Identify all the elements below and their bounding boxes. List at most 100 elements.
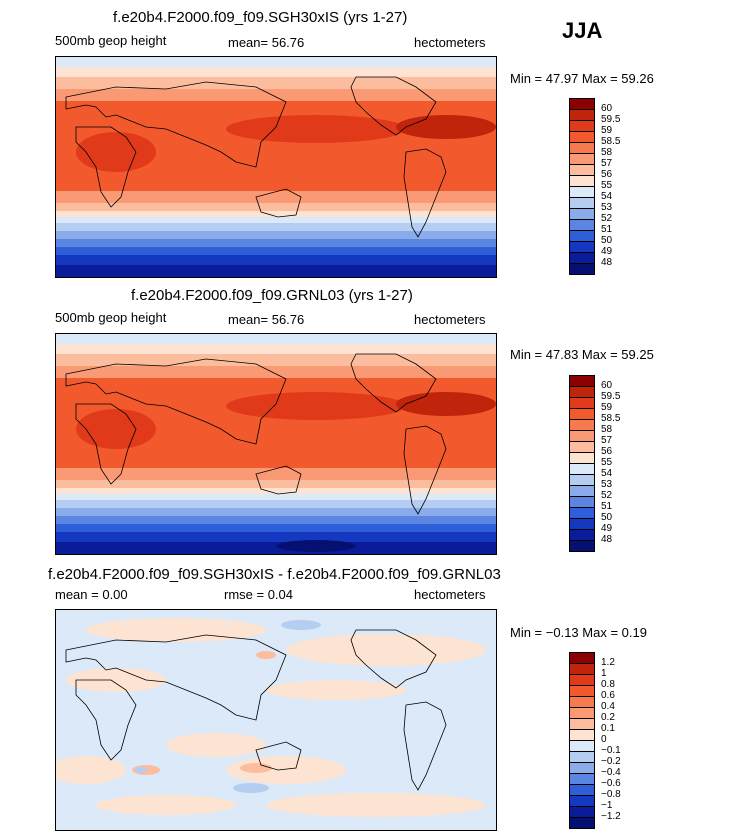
colorbar-label: −0.8 <box>601 789 621 800</box>
colorbar-swatch <box>569 752 595 763</box>
colorbar-label: 58.5 <box>601 136 621 147</box>
colorbar-swatch <box>569 763 595 774</box>
colorbar-swatch <box>569 807 595 818</box>
colorbar-swatch <box>569 796 595 807</box>
colorbar-swatch <box>569 110 595 121</box>
colorbar-swatch <box>569 264 595 275</box>
colorbar-label: 0.6 <box>601 690 615 701</box>
colorbar-label: 57 <box>601 435 613 446</box>
colorbar-swatch <box>569 475 595 486</box>
colorbar-swatch <box>569 697 595 708</box>
panel-1-units-label: hectometers <box>414 35 486 50</box>
colorbar-label: 0 <box>601 734 607 745</box>
colorbar-label: 1.2 <box>601 657 615 668</box>
panel-1-field <box>56 57 496 277</box>
panel-3-colorbar: 1.2 1 0.8 0.6 0.4 0.2 0.1 0 −0.1 −0.2 −0.4 −0.6 −0.8… <box>569 652 621 829</box>
colorbar-label: 48 <box>601 534 613 545</box>
colorbar-label: 60 <box>601 103 613 114</box>
colorbar-label: 53 <box>601 202 613 213</box>
colorbar-label: 53 <box>601 479 613 490</box>
colorbar-label: 49 <box>601 523 613 534</box>
colorbar-swatch <box>569 664 595 675</box>
panel-3-map <box>55 609 497 831</box>
colorbar-swatch <box>569 741 595 752</box>
panel-3-units-label: hectometers <box>414 587 486 602</box>
panel-1-title: f.e20b4.F2000.f09_f09.SGH30xIS (yrs 1-27… <box>113 9 408 26</box>
colorbar-swatch <box>569 154 595 165</box>
colorbar-label: 56 <box>601 446 613 457</box>
colorbar-swatch <box>569 253 595 264</box>
colorbar-swatch <box>569 675 595 686</box>
season-label: JJA <box>562 18 603 43</box>
colorbar-label: 50 <box>601 512 613 523</box>
colorbar-swatch <box>569 508 595 519</box>
colorbar-swatch <box>569 541 595 552</box>
panel-3-mean-label: mean = 0.00 <box>55 587 128 602</box>
colorbar-swatch <box>569 519 595 530</box>
colorbar-swatch <box>569 774 595 785</box>
colorbar-swatch <box>569 652 595 664</box>
colorbar-swatch <box>569 530 595 541</box>
colorbar-label: 56 <box>601 169 613 180</box>
panel-2-mean-label: mean= 56.76 <box>228 312 305 327</box>
colorbar-swatch <box>569 143 595 154</box>
panel-3-min-max: Min = −0.13 Max = 0.19 <box>510 625 647 640</box>
colorbar-label: 52 <box>601 490 613 501</box>
colorbar-swatch <box>569 242 595 253</box>
colorbar-label: 0.1 <box>601 723 615 734</box>
colorbar-label: 48 <box>601 257 613 268</box>
colorbar-swatch <box>569 198 595 209</box>
colorbar-label: −0.6 <box>601 778 621 789</box>
colorbar-label: 50 <box>601 235 613 246</box>
panel-1-map <box>55 56 497 278</box>
colorbar-label: 51 <box>601 224 613 235</box>
panel-2-colorbar: 60 59.5 59 58.5 58 57 56 55 54 53 52 51 50 49 48 <box>569 375 620 552</box>
colorbar-label: −1 <box>601 800 613 811</box>
colorbar-swatch <box>569 464 595 475</box>
colorbar-label: −0.4 <box>601 767 621 778</box>
colorbar-swatch <box>569 785 595 796</box>
panel-1-mean-label: mean= 56.76 <box>228 35 305 50</box>
colorbar-label: 57 <box>601 158 613 169</box>
colorbar-swatch <box>569 409 595 420</box>
colorbar-swatch <box>569 176 595 187</box>
panel-2-title: f.e20b4.F2000.f09_f09.GRNL03 (yrs 1-27) <box>131 287 413 304</box>
colorbar-label: 60 <box>601 380 613 391</box>
colorbar-swatch <box>569 719 595 730</box>
colorbar-label: 59.5 <box>601 114 621 125</box>
colorbar-swatch <box>569 387 595 398</box>
colorbar-label: 58.5 <box>601 413 621 424</box>
colorbar-label: 1 <box>601 668 607 679</box>
panel-2-min-max: Min = 47.83 Max = 59.25 <box>510 347 654 362</box>
panel-1-variable-label: 500mb geop height <box>55 33 167 48</box>
colorbar-label: −0.1 <box>601 745 621 756</box>
colorbar-label: 54 <box>601 191 613 202</box>
colorbar-swatch <box>569 98 595 110</box>
colorbar-swatch <box>569 420 595 431</box>
colorbar-swatch <box>569 730 595 741</box>
colorbar-swatch <box>569 686 595 697</box>
colorbar-label: 49 <box>601 246 613 257</box>
colorbar-swatch <box>569 220 595 231</box>
colorbar-swatch <box>569 442 595 453</box>
colorbar-swatch <box>569 486 595 497</box>
panel-2-map <box>55 333 497 555</box>
colorbar-swatch <box>569 209 595 220</box>
panel-2-variable-label: 500mb geop height <box>55 310 167 325</box>
colorbar-swatch <box>569 398 595 409</box>
colorbar-swatch <box>569 431 595 442</box>
colorbar-label: 0.8 <box>601 679 615 690</box>
colorbar-label: 58 <box>601 147 613 158</box>
colorbar-swatch <box>569 375 595 387</box>
colorbar-label: 55 <box>601 457 613 468</box>
colorbar-label: −0.2 <box>601 756 621 767</box>
colorbar-label: 59.5 <box>601 391 621 402</box>
panel-1-colorbar: 60 59.5 59 58.5 58 57 56 55 54 53 52 51 50 49 48 <box>569 98 620 275</box>
colorbar-swatch <box>569 132 595 143</box>
colorbar-swatch <box>569 453 595 464</box>
colorbar-label: 59 <box>601 125 613 136</box>
colorbar-label: 54 <box>601 468 613 479</box>
panel-3-field <box>56 610 496 830</box>
panel-3-title: f.e20b4.F2000.f09_f09.SGH30xIS - f.e20b4… <box>48 566 501 583</box>
colorbar-label: 58 <box>601 424 613 435</box>
